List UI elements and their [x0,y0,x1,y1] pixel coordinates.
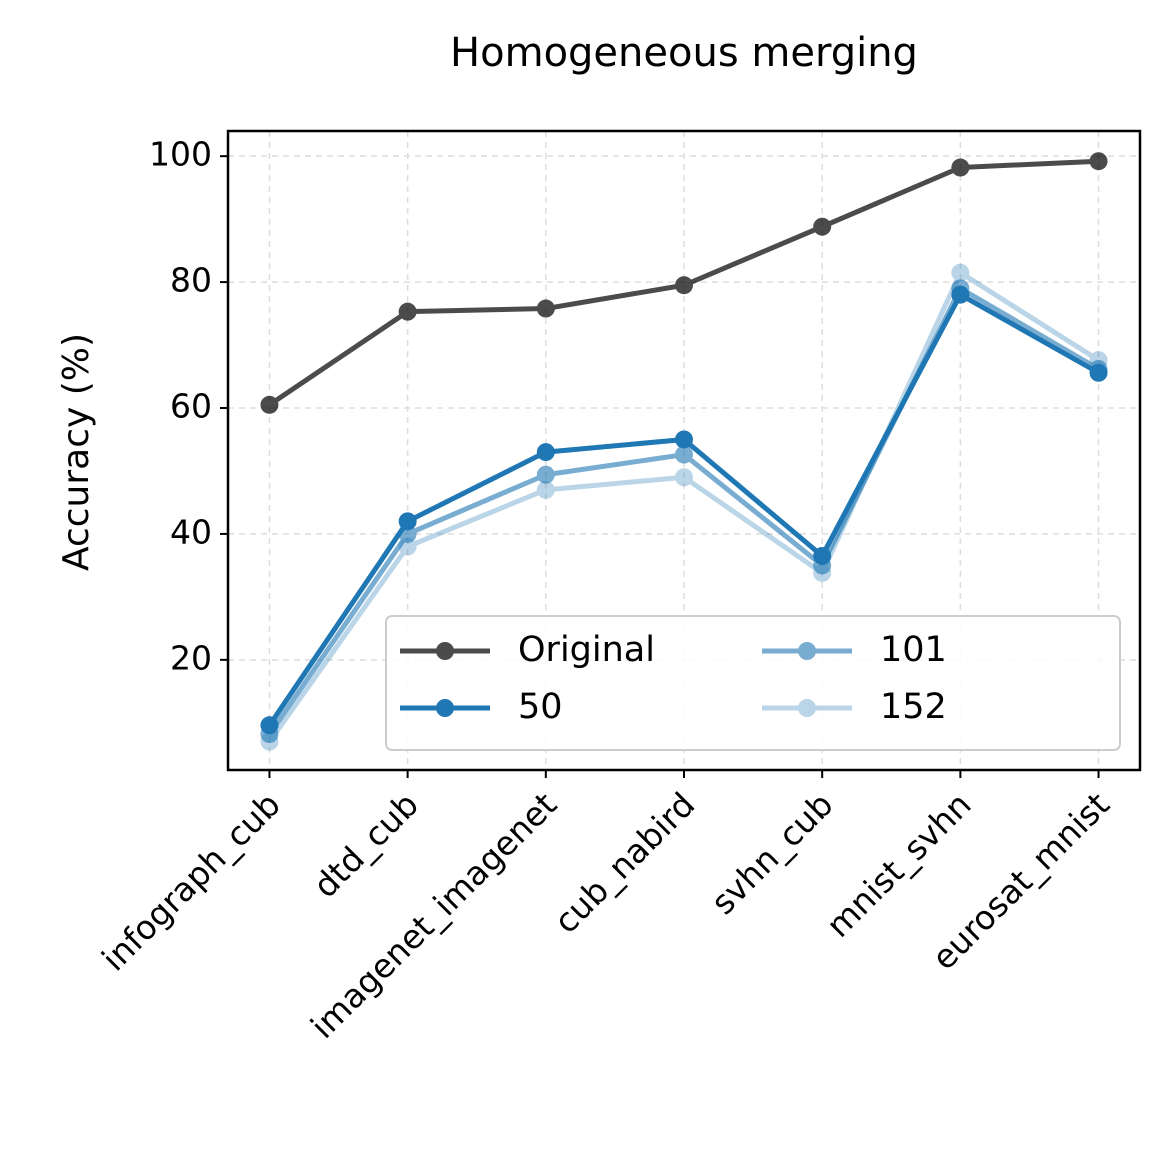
y-axis-label: Accuracy (%) [56,333,97,571]
data-point [813,556,832,575]
legend-entry [400,699,490,717]
data-point [951,158,970,177]
legend-entry [762,699,852,717]
data-point [398,302,417,321]
data-point [536,480,555,499]
y-tick-label: 60 [170,387,212,426]
data-point [951,279,970,298]
data-point [536,299,555,318]
data-point [398,512,417,531]
data-point [260,395,279,414]
legend-marker [436,642,454,660]
data-point [951,263,970,282]
series [260,152,1108,414]
data-point [260,725,279,744]
data-point [398,537,417,556]
legend-entry [762,642,852,660]
y-tick-label: 100 [149,135,212,174]
data-point [398,524,417,543]
y-tick-label: 80 [170,261,212,300]
y-tick-label: 40 [170,512,212,551]
plot-frame [226,129,1142,772]
y-tick-label: 20 [170,638,212,677]
series [260,279,1108,744]
legend-marker [436,699,454,717]
data-point [536,465,555,484]
legend-box [385,615,1121,751]
data-point [675,430,693,449]
data-point [536,443,555,462]
data-point [675,445,693,464]
legend-entry [400,642,490,660]
legend-label: Original [518,630,655,670]
data-point [813,563,832,582]
data-point [675,468,693,487]
data-point [1089,359,1108,378]
data-point [813,217,832,236]
legend-label: 50 [518,687,563,727]
legend-marker [798,699,816,717]
series [260,263,1108,751]
series-line [267,270,1100,744]
data-point [260,732,279,751]
chart-title: Homogeneous merging [450,30,918,76]
legend-label: 152 [880,687,947,727]
legend-marker [798,642,816,660]
data-point [675,276,693,295]
data-point [1089,351,1108,370]
data-point [1089,152,1108,171]
legend-label: 101 [880,630,947,670]
